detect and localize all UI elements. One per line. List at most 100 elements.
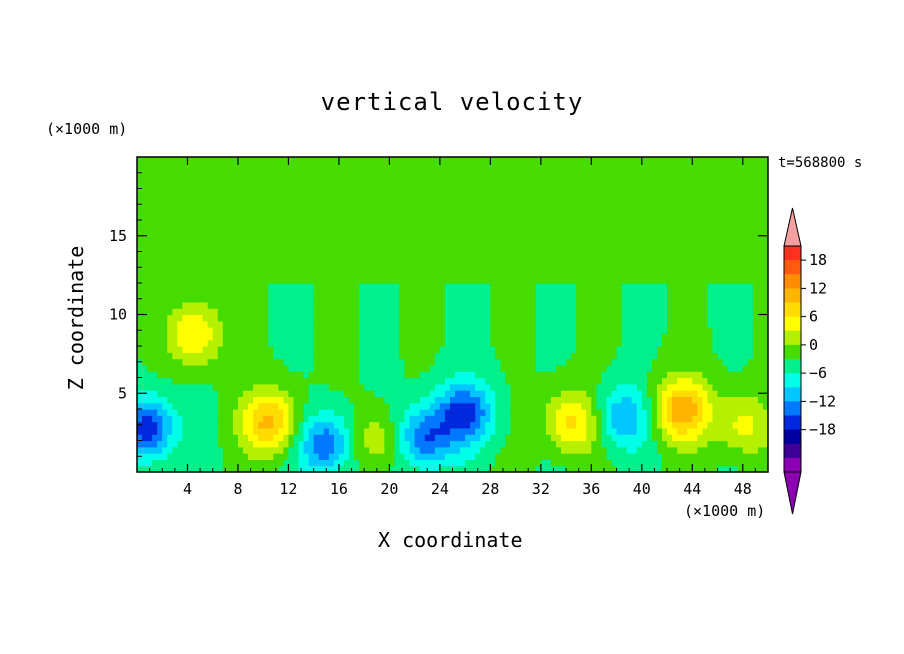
contour-cell xyxy=(606,333,613,341)
contour-cell xyxy=(187,257,194,265)
contour-cell xyxy=(475,364,481,372)
contour-cell xyxy=(616,207,623,215)
contour-cell xyxy=(394,339,401,347)
contour-cell xyxy=(586,352,592,360)
contour-cell xyxy=(409,276,416,284)
contour-cell xyxy=(268,169,274,177)
contour-cell xyxy=(480,188,486,196)
contour-cell xyxy=(460,371,466,379)
contour-cell xyxy=(460,194,466,202)
contour-cell xyxy=(424,220,431,227)
contour-cell xyxy=(550,377,557,385)
contour-cell xyxy=(535,220,542,227)
contour-cell xyxy=(566,377,572,385)
contour-cell xyxy=(369,245,375,253)
contour-cell xyxy=(470,446,476,454)
contour-cell xyxy=(636,358,643,366)
contour-cell xyxy=(515,213,522,221)
contour-cell xyxy=(460,157,466,164)
contour-cell xyxy=(313,175,320,183)
contour-cell xyxy=(323,308,330,316)
contour-cell xyxy=(222,459,229,467)
contour-cell xyxy=(465,446,471,454)
contour-cell xyxy=(268,339,274,347)
contour-cell xyxy=(354,383,360,391)
contour-cell xyxy=(142,157,148,164)
contour-cell xyxy=(182,434,189,442)
contour-cell xyxy=(505,333,512,341)
contour-cell xyxy=(601,346,608,353)
contour-cell xyxy=(374,201,380,208)
contour-cell xyxy=(197,371,204,379)
contour-cell xyxy=(298,213,305,221)
contour-cell xyxy=(142,396,148,404)
contour-cell xyxy=(298,427,305,435)
contour-cell xyxy=(591,409,597,416)
contour-cell xyxy=(520,163,527,171)
contour-cell xyxy=(338,453,345,460)
contour-cell xyxy=(611,220,618,227)
contour-cell xyxy=(379,434,385,442)
contour-cell xyxy=(364,169,370,177)
contour-cell xyxy=(222,220,229,227)
contour-cell xyxy=(157,396,163,404)
contour-cell xyxy=(227,213,234,221)
contour-cell xyxy=(566,371,572,379)
contour-cell xyxy=(555,440,562,448)
contour-cell xyxy=(328,415,335,423)
contour-cell xyxy=(475,427,481,435)
contour-cell xyxy=(202,245,209,253)
contour-cell xyxy=(293,257,300,265)
contour-cell xyxy=(268,358,274,366)
contour-cell xyxy=(343,264,350,271)
contour-cell xyxy=(167,434,173,442)
contour-cell xyxy=(258,213,264,221)
contour-cell xyxy=(460,396,466,404)
contour-cell xyxy=(298,339,305,347)
contour-cell xyxy=(591,377,597,385)
contour-cell xyxy=(399,333,406,341)
contour-cell xyxy=(520,289,527,297)
contour-cell xyxy=(202,409,209,416)
contour-cell xyxy=(540,327,547,334)
contour-cell xyxy=(424,396,431,404)
contour-cell xyxy=(313,169,320,177)
contour-cell xyxy=(273,175,279,183)
contour-cell xyxy=(374,276,380,284)
contour-cell xyxy=(485,194,491,202)
contour-cell xyxy=(313,276,320,284)
contour-cell xyxy=(460,188,466,196)
contour-cell xyxy=(384,434,390,442)
contour-cell xyxy=(470,346,476,353)
contour-cell xyxy=(606,440,613,448)
contour-cell xyxy=(248,257,254,265)
contour-cell xyxy=(414,459,421,467)
contour-cell xyxy=(207,371,214,379)
contour-cell xyxy=(530,213,537,221)
contour-cell xyxy=(177,421,184,429)
contour-cell xyxy=(576,194,582,202)
contour-cell xyxy=(192,320,199,328)
contour-cell xyxy=(162,213,168,221)
contour-cell xyxy=(288,169,295,177)
contour-cell xyxy=(561,346,567,353)
contour-cell xyxy=(394,459,401,467)
contour-cell xyxy=(253,188,259,196)
contour-cell xyxy=(162,257,168,265)
contour-cell xyxy=(409,283,416,290)
contour-cell xyxy=(273,396,279,404)
contour-cell xyxy=(369,390,375,397)
contour-cell xyxy=(490,333,497,341)
contour-cell xyxy=(424,358,431,366)
contour-cell xyxy=(455,257,461,265)
contour-cell xyxy=(182,383,189,391)
contour-cell xyxy=(586,383,592,391)
contour-cell xyxy=(303,295,310,303)
contour-cell xyxy=(263,289,269,297)
contour-cell xyxy=(157,364,163,372)
contour-cell xyxy=(142,453,148,460)
contour-cell xyxy=(439,465,446,472)
contour-cell xyxy=(167,459,173,467)
contour-cell xyxy=(222,440,229,448)
contour-cell xyxy=(586,409,592,416)
